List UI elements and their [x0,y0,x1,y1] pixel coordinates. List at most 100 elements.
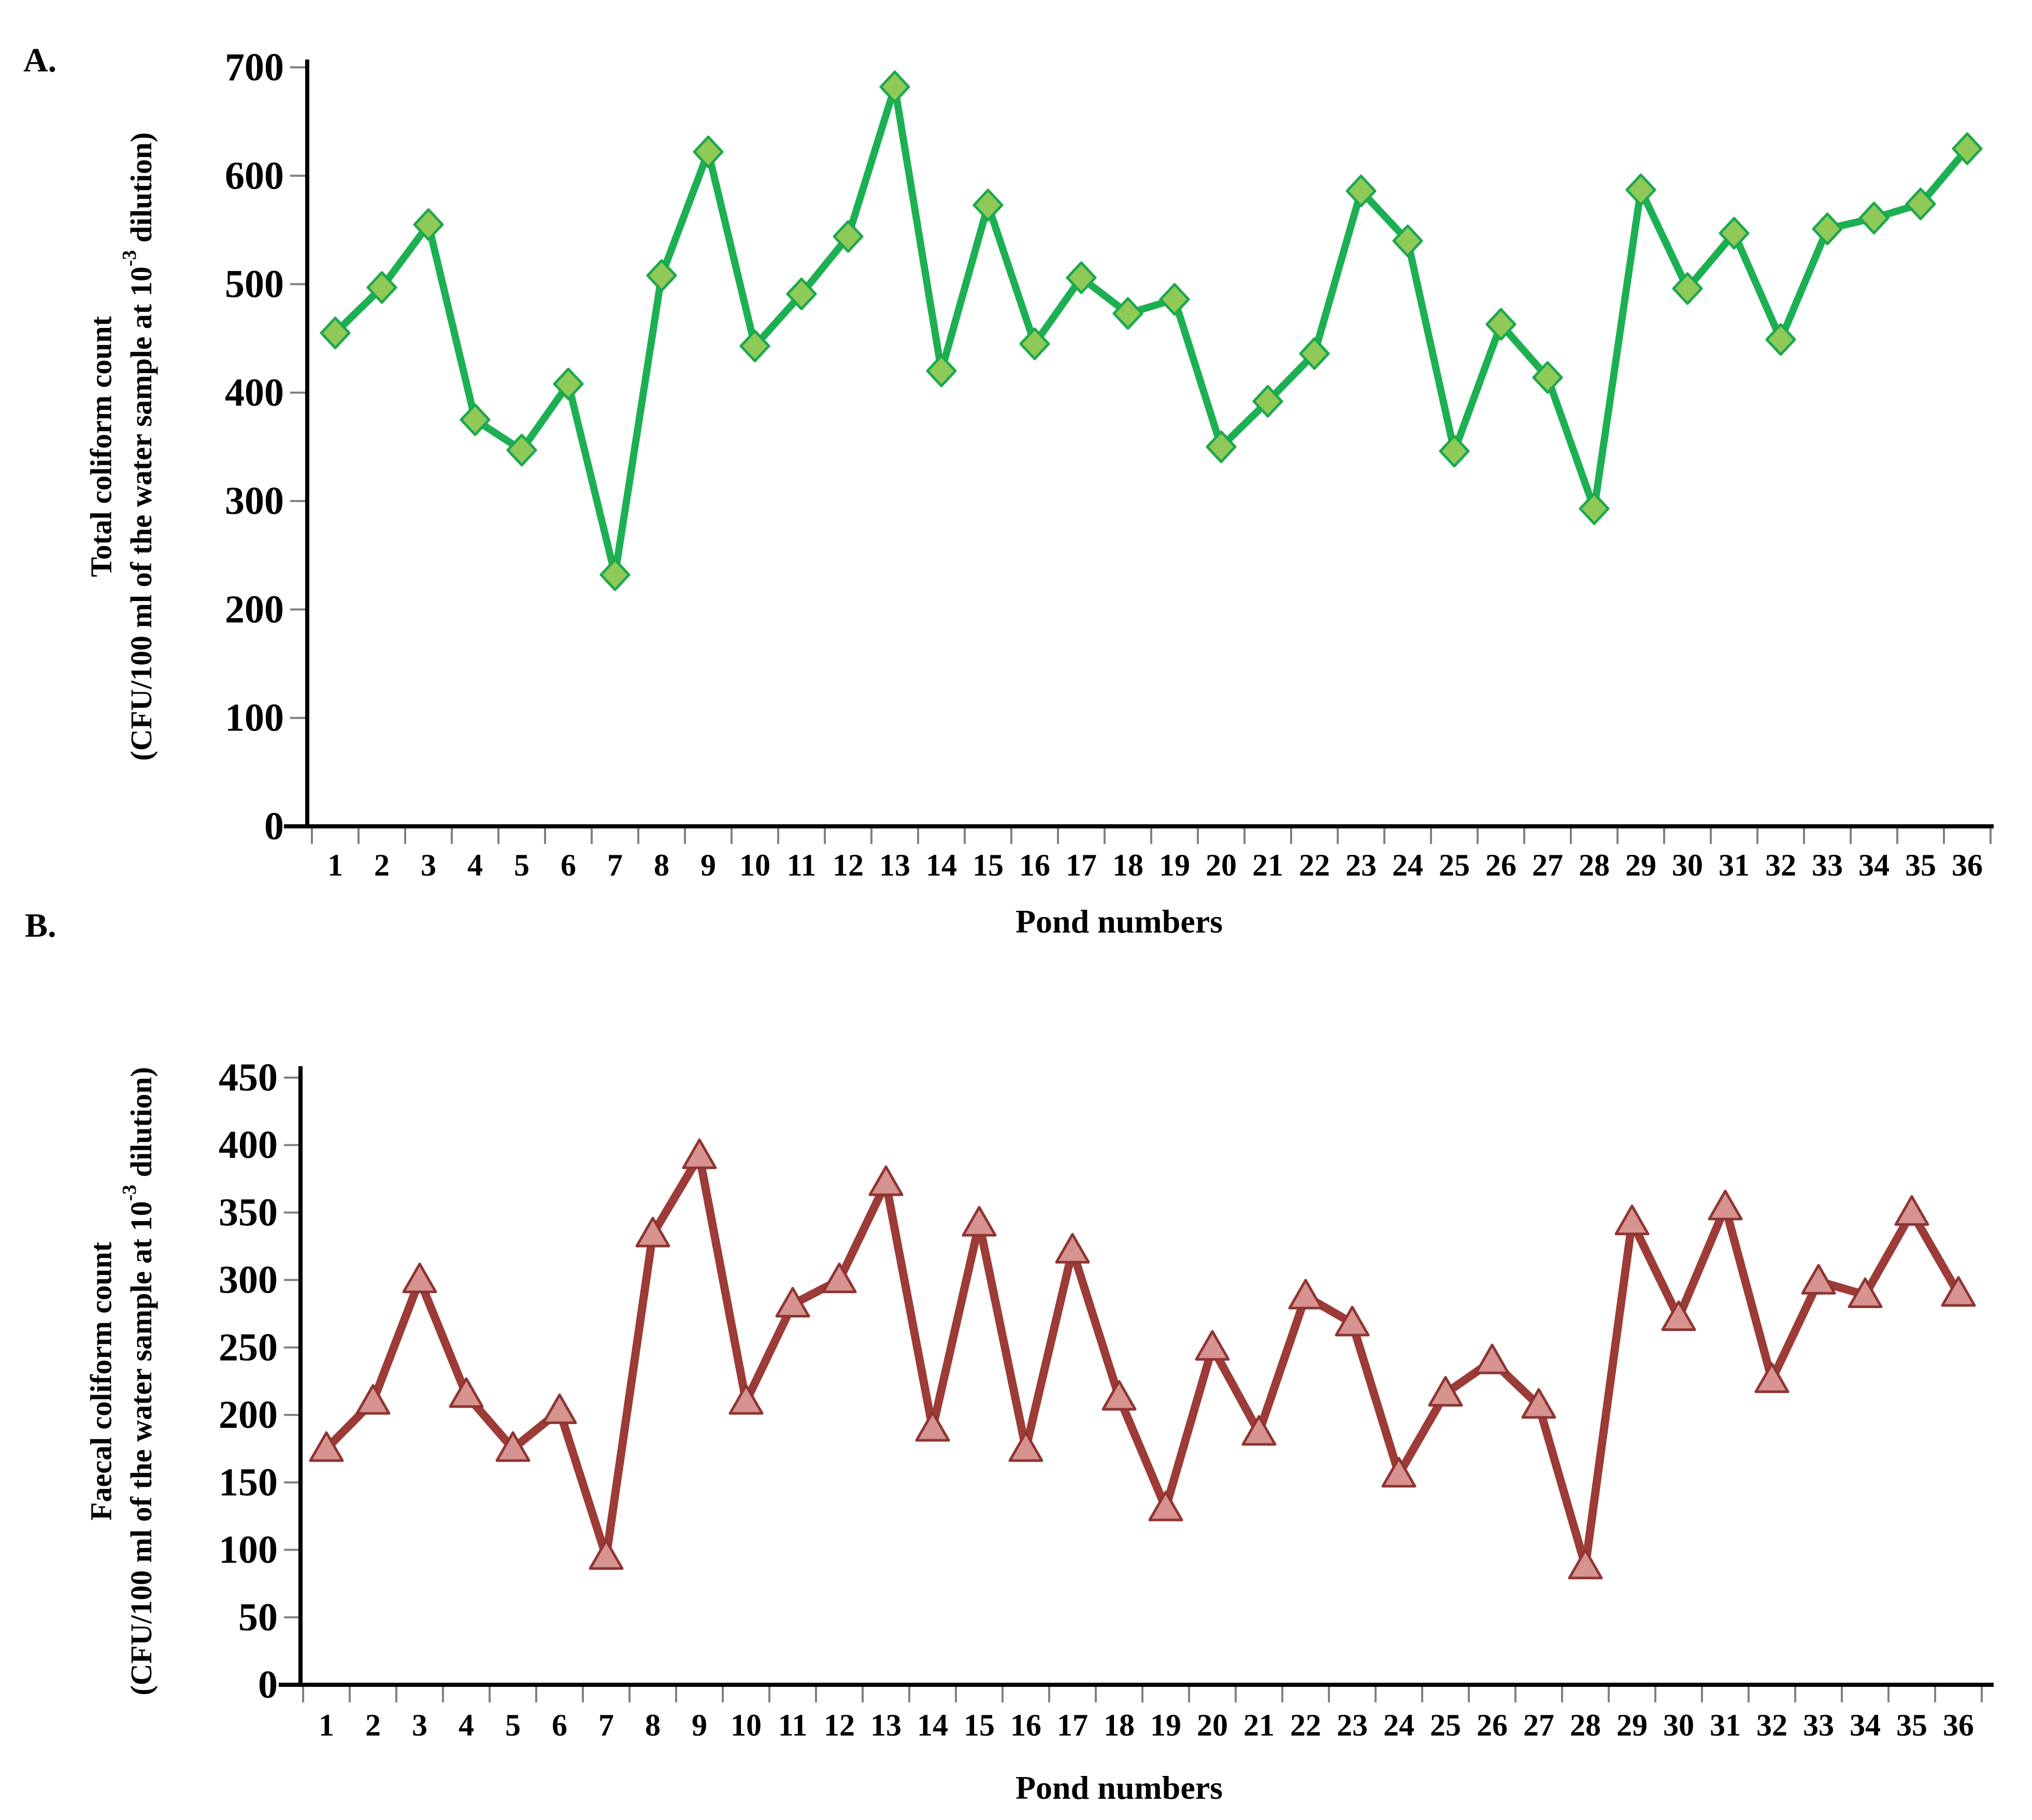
diamond-marker-a [1532,361,1563,394]
diamond-marker-a [1952,132,1983,165]
x-tick-label: 26 [1477,1708,1508,1742]
x-tick-label: 33 [1812,848,1843,882]
triangle-marker-b [402,1263,437,1294]
x-tick-label: 28 [1579,848,1610,882]
x-tick-label: 6 [561,848,576,882]
diamond-marker-a [1812,212,1843,246]
x-tick-label: 22 [1290,1708,1321,1742]
y-tick-label: 500 [225,263,284,306]
y-tick-label: 700 [225,46,284,89]
diamond-marker-a [972,189,1004,222]
x-tick-label: 1 [319,1708,334,1742]
y-tick-label: 450 [219,1056,278,1099]
x-tick-label: 27 [1532,848,1563,882]
x-tick-label: 21 [1252,848,1283,882]
x-tick-label: 5 [514,848,530,882]
x-tick-label: 14 [926,848,957,882]
diamond-marker-a [460,403,491,436]
panel-a-label: A. [23,41,56,79]
x-tick-label: 21 [1243,1708,1275,1742]
y-axis-title-suffix: dilution) [124,132,158,250]
x-tick-label: 14 [917,1708,948,1742]
x-tick-label: 4 [467,848,483,882]
x-tick-label: 2 [374,848,390,882]
diamond-marker-a [879,70,910,104]
diamond-marker-a [1299,337,1330,370]
x-tick-label: 25 [1430,1708,1461,1742]
triangle-marker-b [1381,1457,1416,1488]
triangle-marker-b [495,1431,531,1462]
diamond-marker-a [833,220,864,253]
x-axis-title-a: Pond numbers [1015,903,1223,940]
diamond-marker-a [1439,435,1470,468]
triangle-marker-b [1101,1380,1137,1411]
x-tick-label: 27 [1523,1708,1554,1742]
panel-b-label: B. [25,907,56,944]
x-tick-label: 10 [731,1708,762,1742]
x-tick-label: 9 [692,1708,707,1742]
x-tick-label: 7 [607,848,623,882]
diamond-marker-a [693,135,724,168]
x-tick-label: 35 [1896,1708,1927,1742]
x-tick-label: 36 [1943,1708,1974,1742]
triangle-marker-b [1428,1375,1463,1407]
x-tick-label: 29 [1625,848,1656,882]
diamond-marker-a [739,329,770,363]
triangle-marker-b [589,1539,624,1570]
x-tick-label: 22 [1299,848,1330,882]
diamond-marker-a [366,271,397,304]
triangle-marker-b [962,1206,997,1237]
x-tick-label: 32 [1765,848,1796,882]
x-tick-label: 33 [1803,1708,1834,1742]
diamond-marker-a [1019,327,1050,361]
x-tick-label: 24 [1392,848,1423,882]
x-tick-label: 15 [972,848,1004,882]
triangle-marker-b [1241,1415,1277,1446]
x-tick-label: 20 [1197,1708,1228,1742]
triangle-marker-b [542,1393,577,1424]
x-tick-label: 25 [1439,848,1470,882]
diamond-marker-a [1485,308,1516,341]
y-tick-label: 350 [219,1191,278,1234]
x-tick-label: 3 [412,1708,427,1742]
triangle-marker-b [1335,1306,1370,1337]
y-tick-label: 0 [264,805,284,848]
triangle-marker-b [1195,1330,1230,1361]
x-tick-label: 34 [1858,848,1890,882]
diamond-marker-a [1392,224,1423,257]
series-line-a [332,83,1971,579]
diamond-marker-a [1672,272,1703,305]
triangle-marker-b [355,1384,391,1415]
y-tick-label: 400 [225,371,284,414]
x-tick-label: 12 [833,848,864,882]
y-axis-title-line2-b: (CFU/100 ml of the water sample at 10-3 … [119,1067,158,1695]
triangle-marker-b [309,1431,344,1462]
diamond-marker-a [1858,202,1890,235]
y-axis-title-superscript: -3 [119,250,140,267]
x-tick-label: 19 [1159,848,1190,882]
x-tick-label: 2 [365,1708,381,1742]
x-tick-label: 23 [1346,848,1377,882]
diamond-marker-a [1159,283,1190,316]
x-tick-label: 30 [1663,1708,1694,1742]
x-tick-label: 13 [879,848,910,882]
x-tick-label: 6 [552,1708,567,1742]
y-tick-label: 400 [219,1123,278,1167]
x-tick-label: 16 [1019,848,1050,882]
diamond-marker-a [926,354,957,388]
triangle-marker-b [1661,1300,1696,1331]
triangle-marker-b [1848,1277,1883,1308]
triangle-marker-b [1521,1388,1556,1419]
x-tick-label: 8 [654,848,669,882]
x-tick-label: 15 [964,1708,995,1742]
x-tick-label: 19 [1150,1708,1181,1742]
x-tick-label: 28 [1570,1708,1601,1742]
x-tick-label: 1 [327,848,343,882]
y-tick-label: 300 [225,479,284,523]
x-axis-title-b: Pond numbers [1015,1769,1223,1806]
triangle-marker-b [1754,1362,1790,1393]
series-line-b [322,1152,1963,1570]
triangle-marker-b [1475,1343,1510,1374]
triangle-marker-b [449,1377,484,1408]
